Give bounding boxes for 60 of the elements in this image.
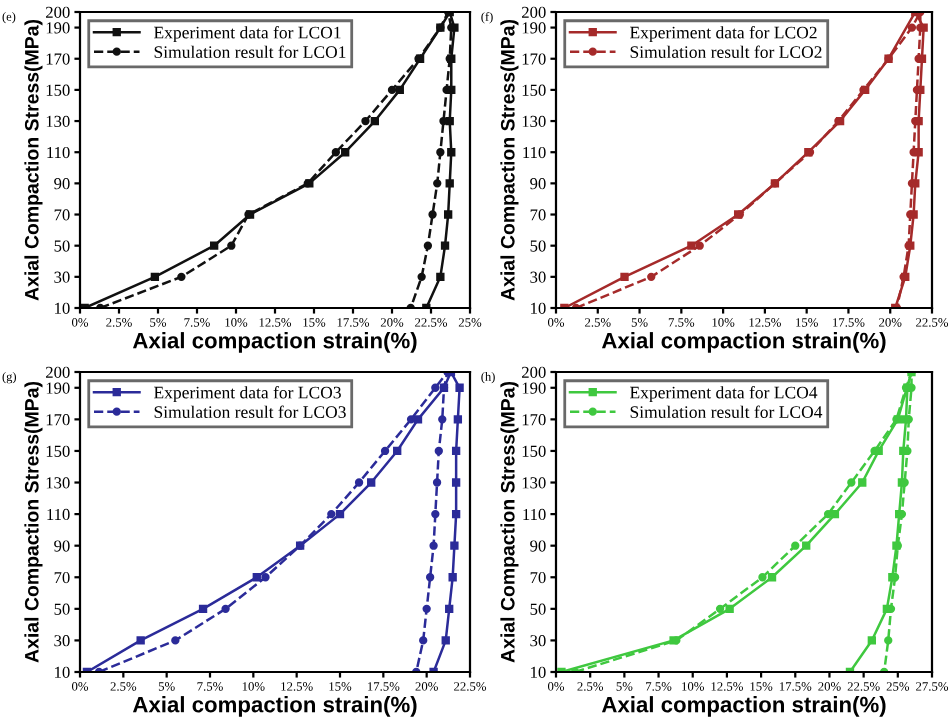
y-tick-label: 90 — [530, 178, 546, 190]
y-tick-label: 200 — [46, 6, 70, 18]
y-tick-label: 30 — [530, 271, 546, 283]
y-tick-label: 50 — [54, 603, 70, 615]
y-tick-label: 150 — [46, 84, 70, 96]
y-tick-label: 130 — [522, 477, 546, 489]
y-tick-label: 30 — [54, 271, 70, 283]
y-tick-label: 190 — [46, 22, 70, 34]
y-tick-label: 70 — [530, 571, 546, 584]
legend-label: Experiment data for LCO4 — [630, 386, 818, 403]
y-tick-label: 70 — [54, 209, 70, 221]
y-axis-title: Axial Compaction Stress(MPa) — [24, 19, 43, 301]
y-tick-label: 150 — [46, 445, 70, 457]
x-axis-title: Axial compaction strain(%) — [601, 332, 886, 353]
y-tick-label: 110 — [523, 508, 546, 521]
y-tick-label: 10 — [531, 302, 546, 314]
y-tick-label: 90 — [54, 540, 70, 552]
y-tick-label: 10 — [55, 666, 70, 678]
y-tick-label: 170 — [522, 414, 546, 426]
y-tick-label: 130 — [522, 115, 546, 127]
y-tick-label: 110 — [47, 146, 70, 159]
y-axis-title: Axial Compaction Stress(MPa) — [24, 381, 43, 663]
y-tick-label: 200 — [522, 366, 546, 378]
legend-label: Experiment data for LCO2 — [630, 26, 817, 43]
y-tick-label: 50 — [530, 603, 546, 615]
y-tick-label: 200 — [46, 366, 70, 378]
y-tick-label: 70 — [54, 571, 70, 584]
y-tick-label: 70 — [530, 209, 546, 221]
y-tick-label: 190 — [522, 382, 546, 394]
y-tick-label: 150 — [522, 84, 546, 96]
y-tick-label: 90 — [54, 178, 70, 190]
y-axis-title: Axial Compaction Stress(MPa) — [500, 381, 519, 663]
x-axis-title: Axial compaction strain(%) — [132, 696, 417, 717]
legend-label: Simulation result for LCO3 — [154, 405, 346, 418]
y-tick-label: 170 — [46, 414, 70, 426]
y-tick-label: 170 — [522, 53, 546, 65]
y-tick-label: 30 — [54, 635, 70, 647]
y-axis-title: Axial Compaction Stress(MPa) — [500, 19, 519, 301]
x-axis-title: Axial compaction strain(%) — [132, 332, 417, 353]
legend-label: Experiment data for LCO3 — [154, 386, 341, 403]
y-tick-label: 50 — [530, 240, 546, 252]
y-tick-label: 150 — [522, 445, 546, 457]
y-tick-label: 130 — [46, 477, 70, 489]
y-tick-label: 110 — [47, 508, 70, 521]
y-tick-label: 190 — [46, 382, 70, 394]
y-tick-label: 10 — [55, 302, 70, 314]
y-tick-label: 200 — [522, 6, 546, 18]
legend-label: Simulation result for LCO1 — [154, 45, 346, 58]
y-tick-label: 110 — [523, 146, 546, 159]
y-tick-label: 90 — [530, 540, 546, 552]
y-tick-label: 30 — [530, 635, 546, 647]
y-tick-label: 10 — [531, 666, 546, 678]
y-tick-label: 170 — [46, 53, 70, 65]
legend-label: Simulation result for LCO4 — [630, 405, 823, 418]
y-tick-label: 190 — [522, 22, 546, 34]
legend-label: Experiment data for LCO1 — [154, 26, 341, 43]
x-axis-title: Axial compaction strain(%) — [601, 696, 886, 717]
legend-label: Simulation result for LCO2 — [630, 45, 822, 58]
y-tick-label: 130 — [46, 115, 70, 127]
y-tick-label: 50 — [54, 240, 70, 252]
